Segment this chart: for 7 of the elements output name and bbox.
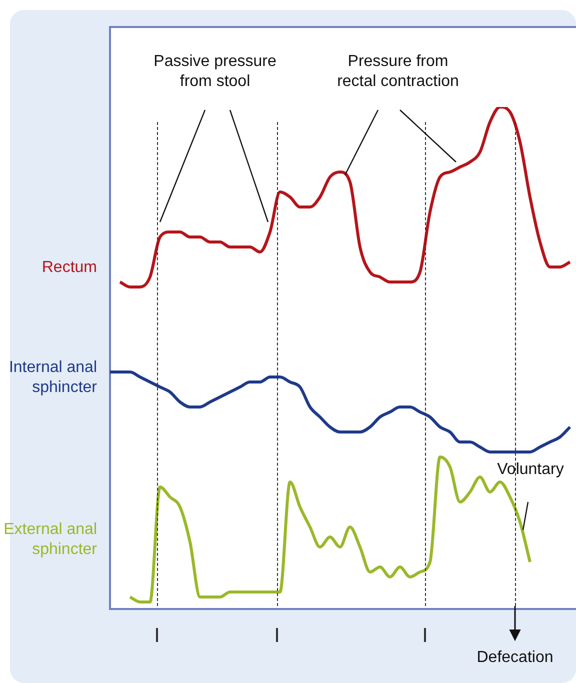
text: External anal sphincter [2,520,97,560]
text: Passive pressure from stool [152,52,278,92]
series-label: Internal anal sphincter [8,358,97,398]
text: Defecation [476,648,554,668]
annotation: Voluntary [496,460,565,480]
series-label: Rectum [40,258,97,278]
text: Pressure from rectal contraction [336,52,460,92]
